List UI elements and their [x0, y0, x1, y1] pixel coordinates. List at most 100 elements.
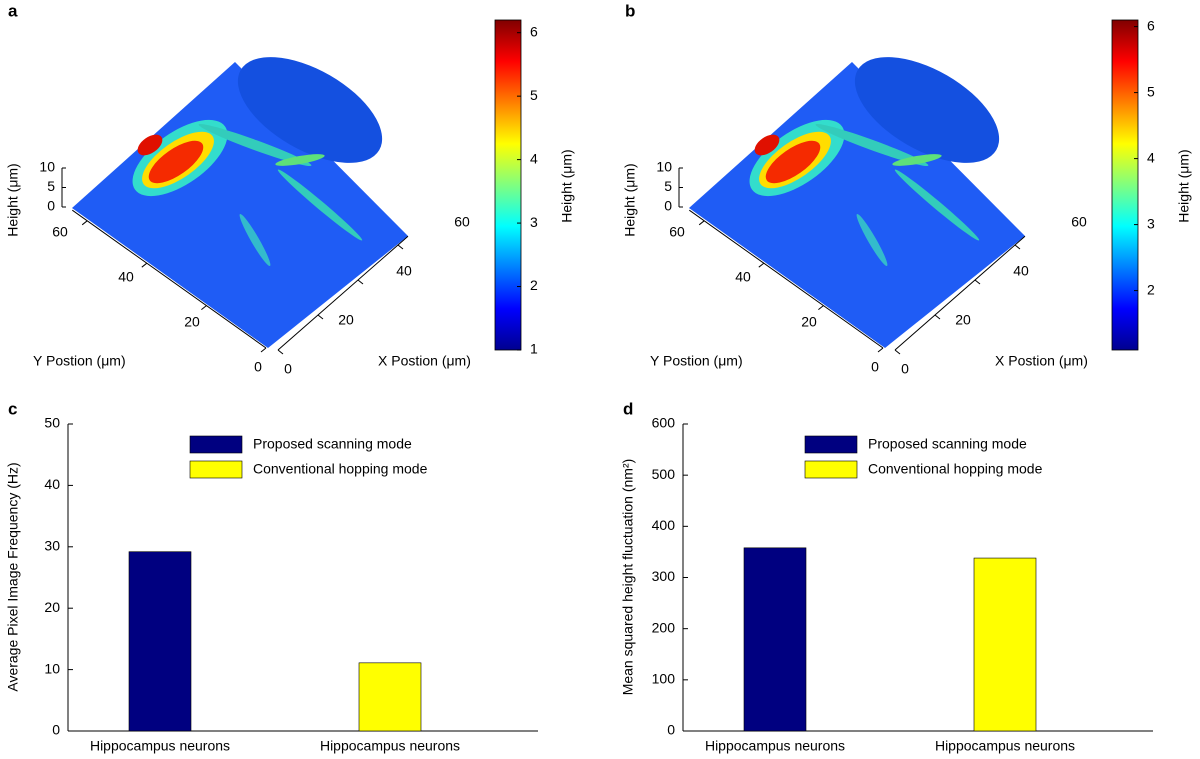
y-tick-label: 100 — [652, 671, 676, 687]
bar — [743, 547, 807, 732]
y-tick-label: 10 — [44, 660, 60, 676]
legend-swatch — [189, 460, 243, 479]
legend-swatch — [189, 435, 243, 454]
surface-feature — [275, 154, 325, 166]
y-tick — [877, 347, 884, 353]
x-tick-label: 20 — [955, 312, 971, 328]
x-axis — [894, 235, 1026, 351]
y-axis — [689, 209, 884, 349]
z-tick-label: 0 — [47, 198, 55, 214]
colorbar-tick-label: 2 — [1147, 281, 1155, 297]
y-tick-label: 40 — [118, 269, 134, 285]
x-tick-label: 60 — [454, 214, 470, 230]
surface — [72, 62, 408, 348]
surface-feature — [239, 213, 271, 267]
surface-feature — [894, 169, 980, 241]
bar — [973, 557, 1037, 732]
y-tick — [698, 220, 705, 226]
y-tick-label: 40 — [735, 269, 751, 285]
colorbar-tick-label: 4 — [1147, 149, 1155, 165]
z-tick-label: 0 — [664, 198, 672, 214]
y-tick-label: 600 — [652, 415, 676, 431]
colorbar — [494, 19, 522, 351]
y-tick-label: 300 — [652, 568, 676, 584]
surface-feature — [854, 57, 1000, 163]
z-tick-label: 5 — [47, 178, 55, 194]
surface-feature — [765, 140, 821, 184]
y-tick — [758, 262, 765, 268]
x-tick — [397, 244, 404, 250]
bar — [128, 551, 192, 732]
y-tick-label: 20 — [184, 314, 200, 330]
surface-feature — [237, 57, 383, 163]
colorbar-tick-label: 6 — [530, 23, 538, 39]
colorbar-tick-label: 2 — [530, 277, 538, 293]
y-tick-label: 500 — [652, 466, 676, 482]
surface — [689, 62, 1025, 348]
y-tick-label: 30 — [44, 538, 60, 554]
x-tick — [317, 314, 324, 320]
colorbar-tick-label: 3 — [530, 214, 538, 230]
y-axis-label: Y Postion (μm) — [650, 353, 743, 369]
panel-label: b — [625, 1, 635, 20]
y-tick-label: 200 — [652, 619, 676, 635]
colorbar-tick-label: 5 — [1147, 83, 1155, 99]
y-tick-label: 0 — [667, 722, 675, 738]
y-tick-label: 0 — [254, 359, 262, 375]
x-tick-label: Hippocampus neurons — [90, 738, 230, 754]
y-tick-label: 50 — [44, 415, 60, 431]
x-tick — [974, 279, 981, 285]
x-tick-label: Hippocampus neurons — [705, 738, 845, 754]
colorbar-label: Height (μm) — [559, 149, 575, 222]
y-tick-label: 40 — [44, 476, 60, 492]
colorbar-tick-label: 5 — [530, 87, 538, 103]
bar — [358, 662, 422, 732]
x-tick — [277, 349, 284, 355]
y-tick — [260, 347, 267, 353]
x-tick-label: 40 — [396, 263, 412, 279]
colorbar-tick-label: 1 — [530, 341, 538, 357]
x-tick-label: 40 — [1013, 263, 1029, 279]
legend-swatch — [804, 435, 858, 454]
colorbar — [1111, 19, 1139, 351]
colorbar-label: Height (μm) — [1176, 149, 1192, 222]
y-tick — [201, 305, 207, 310]
y-tick — [818, 305, 824, 310]
legend-label: Proposed scanning mode — [868, 436, 1027, 452]
y-axis-label: Mean squared height fluctuation (nm²) — [620, 459, 636, 696]
surface-feature — [856, 213, 888, 267]
legend-label: Conventional hopping mode — [868, 461, 1043, 477]
z-tick-label: 10 — [39, 159, 55, 175]
legend-label: Proposed scanning mode — [253, 436, 412, 452]
surface-feature — [137, 134, 163, 156]
surface-feature — [754, 134, 780, 156]
y-tick-label: 60 — [52, 224, 68, 240]
surface-feature — [198, 123, 312, 167]
y-tick-label: 60 — [669, 224, 685, 240]
x-axis — [277, 235, 409, 351]
y-tick — [141, 262, 148, 268]
z-axis-label: Height (μm) — [622, 163, 638, 236]
y-tick-label: 20 — [801, 314, 817, 330]
z-tick-label: 10 — [656, 159, 672, 175]
surface-feature — [277, 169, 363, 241]
x-tick-label: 0 — [901, 361, 909, 377]
x-axis-label: X Postion (μm) — [995, 353, 1088, 369]
legend-swatch — [804, 460, 858, 479]
surface-feature — [892, 154, 942, 166]
x-tick — [1014, 244, 1021, 250]
y-tick — [81, 220, 88, 226]
y-tick-label: 400 — [652, 517, 676, 533]
y-axis — [72, 209, 267, 349]
legend-label: Conventional hopping mode — [253, 461, 428, 477]
colorbar-tick-label: 6 — [1147, 17, 1155, 33]
surface-feature — [815, 123, 929, 167]
x-tick — [357, 279, 364, 285]
x-tick-label: 0 — [284, 361, 292, 377]
x-tick — [934, 314, 941, 320]
panel-label: d — [623, 399, 633, 418]
x-axis-label: X Postion (μm) — [378, 353, 471, 369]
z-axis-label: Height (μm) — [5, 163, 21, 236]
y-tick-label: 20 — [44, 599, 60, 615]
